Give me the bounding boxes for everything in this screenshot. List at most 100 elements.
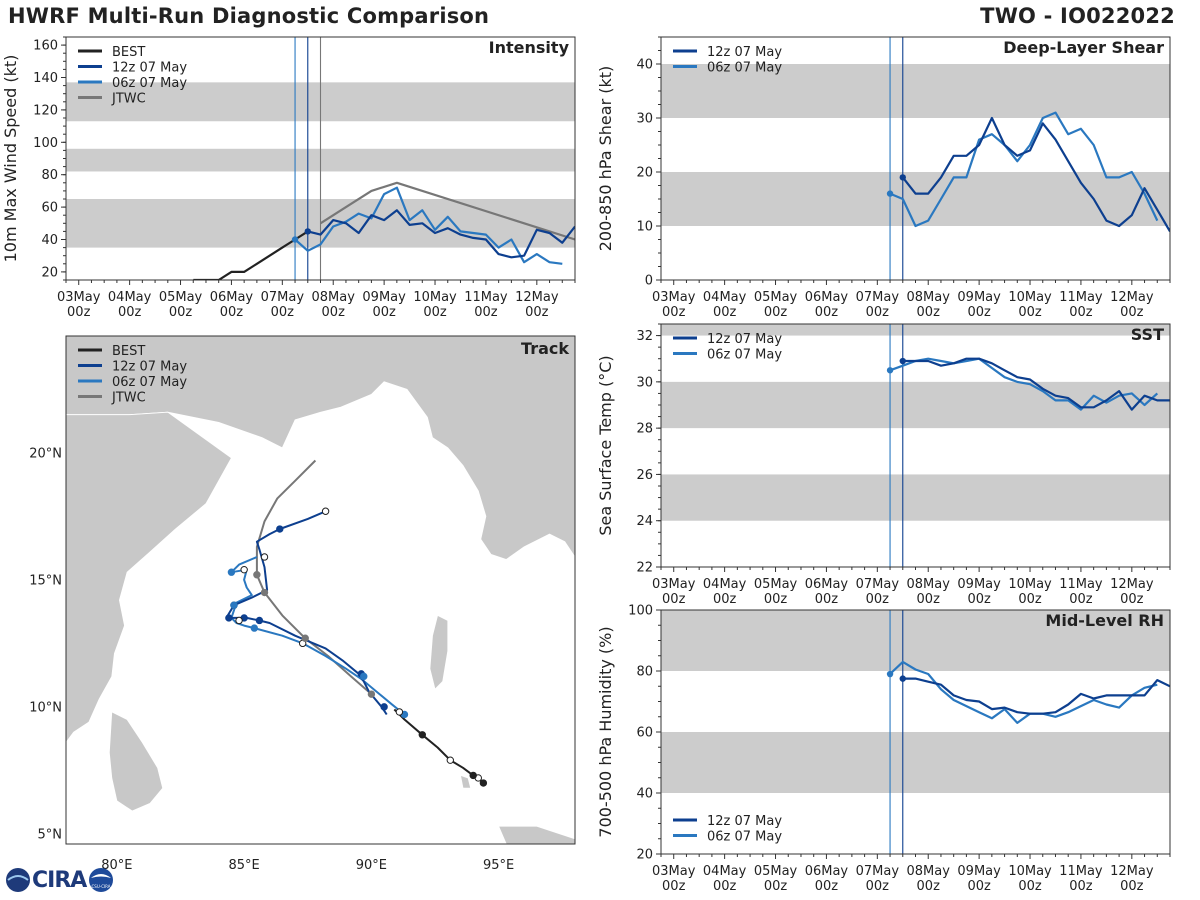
intensity-xtick-label: 00z	[271, 305, 295, 320]
track-point-06z	[360, 672, 368, 681]
rh-band-0	[661, 732, 1170, 793]
intensity-ytick-label: 100	[33, 136, 58, 151]
intensity-line-12z	[307, 209, 575, 259]
sst-xtick-label: 07May	[856, 577, 900, 592]
sst-band-2	[661, 324, 1170, 336]
shear-xtick-label: 03May	[652, 290, 696, 305]
track-point-06z	[240, 565, 248, 574]
track-ytick-label: 5°N	[38, 827, 63, 842]
sst-xtick-label: 04May	[703, 577, 747, 592]
sst-xtick-label: 03May	[652, 577, 696, 592]
shear-start-point-06z	[886, 190, 894, 197]
sst-ytick-label: 32	[636, 329, 653, 344]
shear-line-12z	[901, 116, 1170, 232]
track-panel: 80°E 85°E 90°E 95°E 5°N 10°N 15°N 20°N Track BEST…	[29, 335, 576, 873]
sst-panel: 22242628303203May00z04May00z05May00z06Ma…	[596, 323, 1171, 607]
track-point-06z	[227, 568, 236, 576]
rh-ytick-label: 20	[636, 848, 653, 863]
track-point-best	[418, 731, 426, 739]
intensity-ytick-label: 40	[41, 233, 58, 248]
sst-xtick-label: 10May	[1008, 577, 1052, 592]
shear-xtick-label: 00z	[1069, 305, 1093, 320]
track-legend-label: 12z 07 May	[112, 360, 187, 375]
sst-line-12z	[902, 357, 1170, 411]
sst-xtick-label: 09May	[957, 577, 1001, 592]
intensity-xtick-label: 04May	[108, 290, 152, 305]
rh-xtick-label: 10May	[1008, 864, 1052, 879]
track-ytick-label: 10°N	[29, 700, 62, 715]
intensity-ytick-label: 120	[33, 103, 58, 118]
intensity-xtick-label: 00z	[322, 305, 346, 320]
csu-emblem-icon: CSU-CIRA	[89, 868, 114, 892]
intensity-panel: 2040608010012014016003May00z04May00z05Ma…	[1, 36, 576, 320]
track-point-12z	[380, 703, 388, 711]
rh-xtick-label: 12May	[1110, 864, 1154, 879]
intensity-xtick-label: 09May	[362, 290, 406, 305]
shear-xtick-label: 00z	[713, 305, 737, 320]
india-land	[66, 336, 575, 560]
shear-ytick-label: 40	[636, 58, 653, 73]
rh-xtick-label: 00z	[866, 879, 890, 894]
rh-xtick-label: 11May	[1059, 864, 1103, 879]
nicobar-islands	[459, 774, 472, 789]
sst-xtick-label: 00z	[1120, 592, 1144, 607]
shear-xtick-label: 07May	[856, 290, 900, 305]
track-xtick-label: 85°E	[229, 858, 260, 873]
intensity-line-06z	[294, 186, 563, 265]
sumatra-land	[497, 825, 575, 844]
rh-xtick-label: 00z	[815, 879, 839, 894]
rh-legend-label: 12z 07 May	[707, 814, 782, 829]
sst-ytick-label: 30	[636, 375, 653, 390]
track-point-best	[479, 779, 488, 787]
intensity-xtick-label: 00z	[423, 305, 447, 320]
sst-line-06z	[889, 357, 1159, 411]
intensity-ytick-label: 20	[41, 265, 58, 280]
rh-xtick-label: 07May	[856, 864, 900, 879]
track-point-best	[446, 756, 454, 764]
track-point-jtwc	[253, 571, 261, 579]
intensity-xtick-label: 00z	[525, 305, 549, 320]
intensity-xtick-label: 10May	[413, 290, 457, 305]
rh-xtick-label: 06May	[805, 864, 849, 879]
shear-xtick-label: 09May	[957, 290, 1001, 305]
rh-start-point-06z	[886, 670, 894, 678]
shear-panel: 01020304003May00z04May00z05May00z06May00…	[596, 36, 1171, 320]
intensity-xtick-label: 06May	[210, 290, 254, 305]
rh-ylabel: 700-500 hPa Humidity (%)	[596, 626, 615, 837]
track-ytick-label: 20°N	[29, 446, 62, 461]
intensity-xtick-label: 05May	[159, 290, 203, 305]
sst-xtick-label: 00z	[815, 592, 839, 607]
rh-panel: 2040608010003May00z04May00z05May00z06May…	[596, 604, 1171, 894]
intensity-start-point-06z	[291, 236, 299, 243]
rh-legend-label: 06z 07 May	[707, 830, 782, 845]
rh-xtick-label: 00z	[1018, 879, 1042, 894]
rh-ytick-label: 40	[636, 787, 653, 802]
rh-xtick-label: 00z	[967, 879, 991, 894]
track-line-12z	[225, 510, 388, 716]
intensity-ytick-label: 80	[41, 168, 58, 183]
track-point-jtwc	[260, 588, 269, 597]
shear-band-1	[661, 64, 1170, 118]
intensity-legend-label: 12z 07 May	[112, 61, 187, 76]
intensity-start-point-12z	[304, 228, 311, 235]
sst-band-1	[661, 381, 1170, 429]
rh-plot-area	[661, 610, 1170, 854]
shear-xtick-label: 00z	[662, 305, 686, 320]
track-line-jtwc	[255, 459, 373, 695]
sst-ytick-label: 28	[636, 422, 653, 437]
track-point-12z	[225, 614, 233, 622]
andaman-islands	[429, 614, 449, 690]
track-plot-area	[66, 336, 575, 844]
track-point-06z	[250, 624, 259, 632]
rh-ytick-label: 60	[636, 726, 653, 741]
sst-ylabel: Sea Surface Temp (°C)	[596, 355, 615, 535]
track-xtick-label: 95°E	[483, 858, 514, 873]
track-point-06z	[395, 708, 404, 716]
shear-start-point-12z	[899, 174, 906, 181]
shear-xtick-label: 00z	[917, 305, 941, 320]
shear-legend-label: 12z 07 May	[707, 45, 782, 60]
shear-xtick-label: 04May	[703, 290, 747, 305]
intensity-xtick-label: 00z	[67, 305, 91, 320]
intensity-ylabel: 10m Max Wind Speed (kt)	[1, 55, 20, 263]
